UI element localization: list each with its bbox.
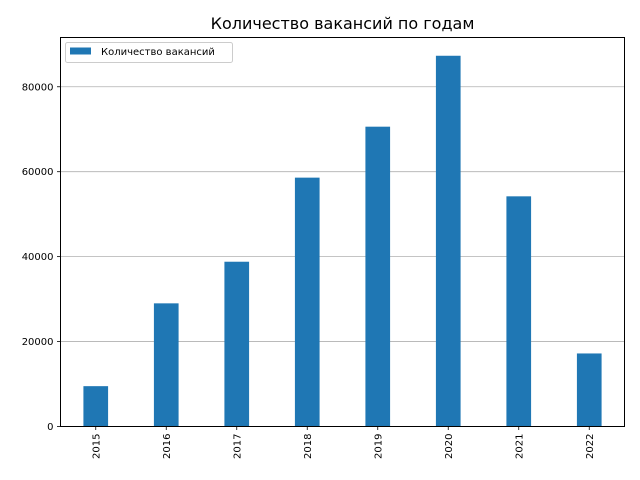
x-tick-label: 2019 xyxy=(373,434,384,459)
plot-area xyxy=(60,37,625,427)
x-tick-label: 2021 xyxy=(514,434,525,459)
bar xyxy=(153,303,179,427)
gridlines xyxy=(60,86,625,342)
bar xyxy=(506,196,532,427)
x-tick-label: 2020 xyxy=(444,434,455,459)
x-tick-label: 2016 xyxy=(162,434,173,459)
bars xyxy=(83,55,602,427)
y-tick-label: 40000 xyxy=(22,252,54,263)
y-axis: 0 20000 40000 60000 80000 xyxy=(22,82,61,433)
x-tick-label: 2017 xyxy=(232,434,243,459)
bar xyxy=(576,353,602,427)
legend-label: Количество вакансий xyxy=(101,47,215,58)
chart-title: Количество вакансий по годам xyxy=(211,14,475,33)
bar xyxy=(224,261,250,427)
x-tick-label: 2015 xyxy=(91,434,102,459)
bar xyxy=(294,177,320,427)
legend-swatch xyxy=(70,47,91,55)
legend-frame xyxy=(65,42,233,63)
x-tick-label: 2018 xyxy=(303,434,314,459)
x-axis: 2015 2016 2017 2018 2019 2020 2021 2022 xyxy=(91,426,596,459)
legend: Количество вакансий xyxy=(65,42,233,63)
y-tick-label: 60000 xyxy=(22,167,54,178)
x-tick-label: 2022 xyxy=(585,434,596,459)
y-tick-label: 20000 xyxy=(22,337,54,348)
bar xyxy=(83,386,109,427)
y-tick-label: 80000 xyxy=(22,82,54,93)
bar xyxy=(435,55,461,427)
bar xyxy=(365,126,391,427)
y-tick-label: 0 xyxy=(47,422,53,433)
